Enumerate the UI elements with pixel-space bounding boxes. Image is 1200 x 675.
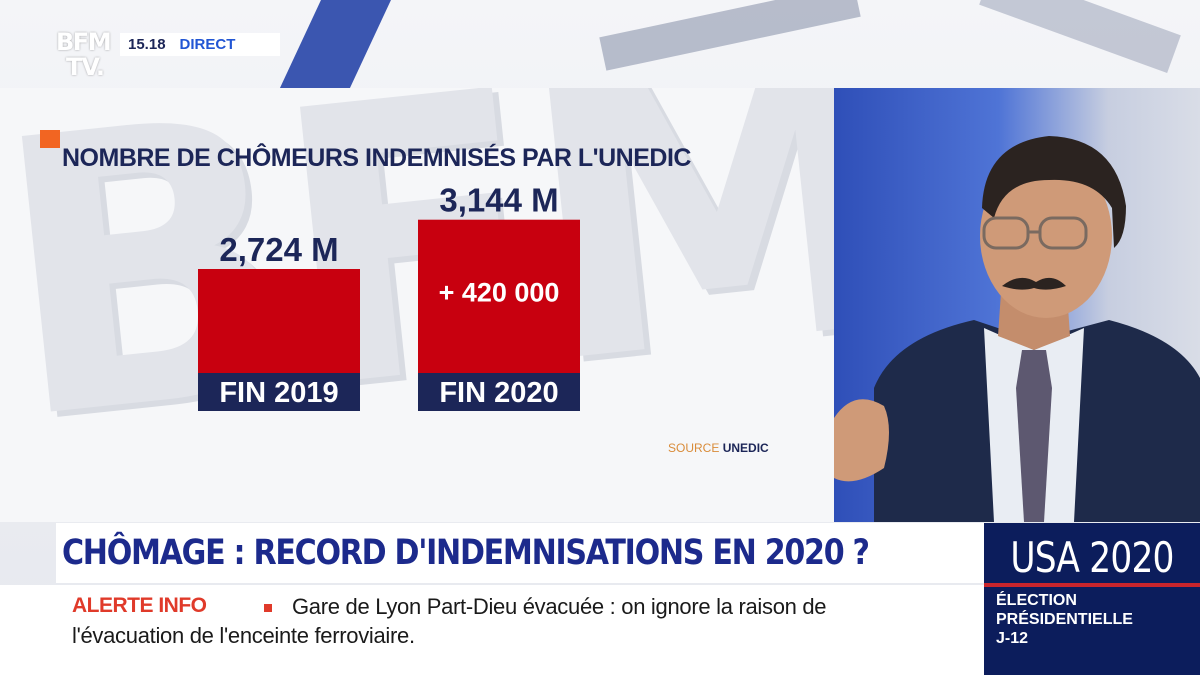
accent-square <box>40 130 60 148</box>
chart-title: NOMBRE DE CHÔMEURS INDEMNISÉS PAR L'UNED… <box>62 144 691 172</box>
side-box-title: USA 2020 <box>1010 533 1174 582</box>
bar-annotation-2: + 420 000 <box>439 278 560 308</box>
bar-2 <box>418 219 580 373</box>
bar-1 <box>198 269 360 373</box>
presenter-image <box>834 136 1200 522</box>
value-label-2: 3,144 M <box>439 182 558 219</box>
live-label: DIRECT <box>179 36 236 53</box>
bar-chart: FIN 2019 2,724 M FIN 2020 3,144 M + 420 000 <box>198 182 580 411</box>
side-box-stripe <box>984 583 1200 587</box>
logo-line-1: BFM <box>56 28 112 56</box>
ticker-line-1: Gare de Lyon Part-Dieu évacuée : on igno… <box>292 594 827 619</box>
side-box-line-1: ÉLECTION <box>996 592 1077 609</box>
usa-2020-box: USA 2020 ÉLECTION PRÉSIDENTIELLE J-12 <box>984 523 1200 675</box>
logo-line-2: TV. <box>66 53 105 81</box>
category-label-1: FIN 2019 <box>219 377 338 409</box>
bar-category-bg-2 <box>418 373 580 411</box>
bfmtv-logo: BFM TV. <box>56 30 116 86</box>
alert-separator-dot <box>264 604 272 612</box>
clock-bar: 15.18 DIRECT <box>120 33 280 56</box>
ticker-line-2: l'évacuation de l'enceinte ferroviaire. <box>72 623 415 648</box>
presenter-video <box>834 88 1200 522</box>
headline-bar: CHÔMAGE : RECORD D'INDEMNISATIONS EN 202… <box>56 523 984 583</box>
source-prefix: SOURCE <box>668 441 720 455</box>
chart-graphic-panel: BFM NOMBRE DE CHÔMEURS INDEMNISÉS PAR L'… <box>0 88 834 522</box>
side-box-line-2: PRÉSIDENTIELLE <box>996 611 1133 628</box>
side-box-line-3: J-12 <box>996 630 1029 647</box>
clock-time: 15.18 <box>128 36 166 53</box>
headline-text: CHÔMAGE : RECORD D'INDEMNISATIONS EN 202… <box>62 533 870 573</box>
alert-label: ALERTE INFO <box>72 594 207 617</box>
news-ticker: ALERTE INFO Gare de Lyon Part-Dieu évacu… <box>0 585 984 675</box>
source-name: UNEDIC <box>722 441 769 455</box>
source-note: SOURCE UNEDIC <box>668 441 769 455</box>
category-label-2: FIN 2020 <box>439 377 558 409</box>
bar-category-bg-1 <box>198 373 360 411</box>
value-label-1: 2,724 M <box>219 231 338 268</box>
